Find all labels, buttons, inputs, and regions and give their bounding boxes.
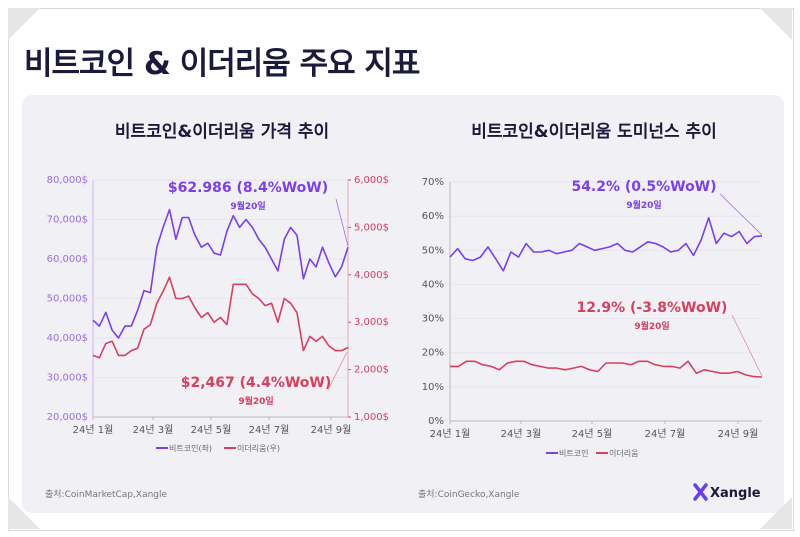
legend-btc-label: 비트코인(좌) [169,443,212,453]
x-tick-label: 24년 5월 [191,424,232,436]
y-tick-label: 0% [428,416,444,427]
legend-eth-label: 이더리움(우) [237,443,280,453]
btc-dominance-date: 9월20일 [626,199,661,211]
y-left-tick-label: 80,000$ [47,175,88,186]
eth-price-line [92,276,349,359]
corner-fold [8,497,40,529]
eth-dominance-annotation: 12.9% (-3.8%WoW) [577,300,728,316]
xangle-logo: Xangle [693,483,761,501]
y-right-tick-label: 2,000$ [354,365,389,376]
eth-dominance-line [450,360,763,378]
corner-fold [760,497,792,529]
x-tick-label: 24년 1월 [73,424,114,436]
source-left: 출처:CoinMarketCap,Xangle [45,488,167,500]
page-title: 비트코인 & 이더리움 주요 지표 [24,46,420,82]
y-right-tick-label: 3,000$ [354,317,389,328]
btc-price-line [92,208,349,339]
eth-price-date: 9월20일 [238,395,273,407]
chart-card [22,95,784,513]
x-tick-label: 24년 1월 [430,428,471,440]
price-chart: 20,000$ 30,000$ 40,000$ 50,000$ 60,000$ 70,00… [47,175,389,436]
y-tick-label: 70% [422,177,444,188]
legend-eth-label: 이더리움 [609,448,638,458]
dominance-chart-title: 비트코인&이더리움 도미넌스 추이 [471,122,717,142]
y-tick-label: 20% [422,348,444,359]
btc-price-date: 9월20일 [230,200,265,212]
btc-price-annotation: $62.986 (8.4%WoW) [168,180,328,196]
y-tick-label: 60% [422,211,444,222]
xangle-x-icon [693,483,708,501]
y-right-tick-label: 4,000$ [354,270,389,281]
y-tick-label: 30% [422,314,444,325]
btc-dominance-line [449,217,763,272]
x-tick-label: 24년 7월 [645,428,686,440]
legend-btc-label: 비트코인 [559,448,588,458]
x-tick-label: 24년 3월 [501,428,542,440]
eth-dominance-leader [731,314,763,377]
y-left-tick-label: 60,000$ [47,254,88,265]
eth-dominance-date: 9월20일 [634,320,669,332]
y-right-tick-label: 1,000$ [354,412,389,423]
y-tick-label: 40% [422,279,444,290]
btc-dominance-annotation: 54.2% (0.5%WoW) [571,179,716,195]
corner-fold [8,8,40,40]
dominance-chart: 0% 10% 20% 30% 40% 50% 60% 70% 24년 1월 24년 3월 24년 5… [422,177,763,440]
x-tick-label: 24년 7월 [249,424,290,436]
brand-name: Xangle [710,486,761,501]
y-left-tick-label: 40,000$ [47,333,88,344]
price-chart-title: 비트코인&이더리움 가격 추이 [115,122,329,142]
x-tick-label: 24년 3월 [133,424,174,436]
y-right-tick-label: 5,000$ [354,222,389,233]
y-left-tick-label: 70,000$ [47,215,88,226]
y-left-tick-label: 20,000$ [47,412,88,423]
x-tick-label: 24년 9월 [311,424,352,436]
y-tick-label: 50% [422,245,444,256]
y-left-tick-label: 50,000$ [47,294,88,305]
corner-fold [760,8,792,40]
y-right-tick-label: 6,000$ [354,175,389,186]
y-tick-label: 10% [422,382,444,393]
source-right: 출처:CoinGecko,Xangle [418,488,520,500]
y-left-tick-label: 30,000$ [47,373,88,384]
eth-price-annotation: $2,467 (4.4%WoW) [181,375,332,391]
btc-dominance-leader [719,193,763,236]
btc-price-leader [335,198,349,247]
eth-price-leader [327,351,348,391]
x-tick-label: 24년 5월 [572,428,613,440]
x-tick-label: 24년 9월 [718,428,759,440]
